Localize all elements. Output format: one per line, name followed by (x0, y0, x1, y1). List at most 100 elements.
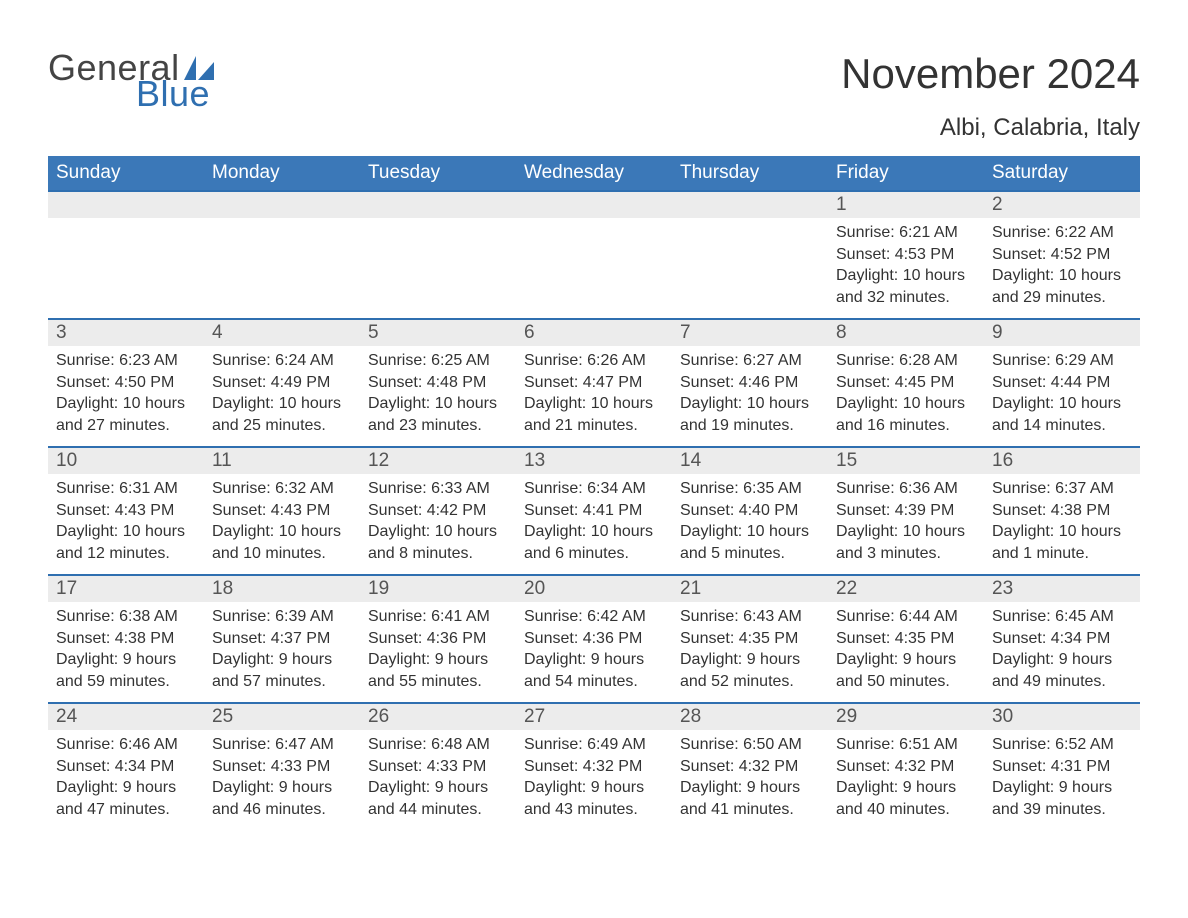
calendar-day: 2Sunrise: 6:22 AMSunset: 4:52 PMDaylight… (984, 190, 1140, 318)
day-day1: Daylight: 10 hours (680, 393, 820, 415)
day-sunset: Sunset: 4:35 PM (836, 628, 976, 650)
day-day2: and 21 minutes. (524, 415, 664, 437)
day-number: 8 (828, 318, 984, 346)
day-number-bar (48, 190, 204, 218)
day-number: 16 (984, 446, 1140, 474)
day-number: 10 (48, 446, 204, 474)
day-sunset: Sunset: 4:44 PM (992, 372, 1132, 394)
day-sunrise: Sunrise: 6:25 AM (368, 350, 508, 372)
calendar-day: 9Sunrise: 6:29 AMSunset: 4:44 PMDaylight… (984, 318, 1140, 446)
calendar-week: 24Sunrise: 6:46 AMSunset: 4:34 PMDayligh… (48, 702, 1140, 830)
day-day2: and 41 minutes. (680, 799, 820, 821)
calendar-day: 10Sunrise: 6:31 AMSunset: 4:43 PMDayligh… (48, 446, 204, 574)
day-day2: and 5 minutes. (680, 543, 820, 565)
day-sunset: Sunset: 4:32 PM (836, 756, 976, 778)
day-number: 3 (48, 318, 204, 346)
day-day1: Daylight: 9 hours (680, 649, 820, 671)
day-details: Sunrise: 6:34 AMSunset: 4:41 PMDaylight:… (516, 474, 672, 572)
day-day1: Daylight: 10 hours (680, 521, 820, 543)
day-sunset: Sunset: 4:42 PM (368, 500, 508, 522)
day-day1: Daylight: 9 hours (212, 649, 352, 671)
day-sunrise: Sunrise: 6:42 AM (524, 606, 664, 628)
day-details: Sunrise: 6:32 AMSunset: 4:43 PMDaylight:… (204, 474, 360, 572)
day-details: Sunrise: 6:38 AMSunset: 4:38 PMDaylight:… (48, 602, 204, 700)
day-details: Sunrise: 6:45 AMSunset: 4:34 PMDaylight:… (984, 602, 1140, 700)
day-details: Sunrise: 6:24 AMSunset: 4:49 PMDaylight:… (204, 346, 360, 444)
calendar-empty (672, 190, 828, 318)
day-day2: and 6 minutes. (524, 543, 664, 565)
day-details: Sunrise: 6:26 AMSunset: 4:47 PMDaylight:… (516, 346, 672, 444)
day-number: 13 (516, 446, 672, 474)
day-day1: Daylight: 10 hours (368, 393, 508, 415)
calendar-week: 17Sunrise: 6:38 AMSunset: 4:38 PMDayligh… (48, 574, 1140, 702)
calendar-day: 19Sunrise: 6:41 AMSunset: 4:36 PMDayligh… (360, 574, 516, 702)
day-number: 25 (204, 702, 360, 730)
day-day1: Daylight: 10 hours (836, 265, 976, 287)
day-day1: Daylight: 9 hours (992, 777, 1132, 799)
day-number-bar (204, 190, 360, 218)
day-sunrise: Sunrise: 6:24 AM (212, 350, 352, 372)
calendar-day: 27Sunrise: 6:49 AMSunset: 4:32 PMDayligh… (516, 702, 672, 830)
day-sunset: Sunset: 4:43 PM (56, 500, 196, 522)
calendar-day: 18Sunrise: 6:39 AMSunset: 4:37 PMDayligh… (204, 574, 360, 702)
day-details: Sunrise: 6:36 AMSunset: 4:39 PMDaylight:… (828, 474, 984, 572)
day-sunset: Sunset: 4:33 PM (212, 756, 352, 778)
day-details: Sunrise: 6:39 AMSunset: 4:37 PMDaylight:… (204, 602, 360, 700)
day-sunrise: Sunrise: 6:26 AM (524, 350, 664, 372)
day-day1: Daylight: 10 hours (992, 265, 1132, 287)
calendar-day: 26Sunrise: 6:48 AMSunset: 4:33 PMDayligh… (360, 702, 516, 830)
brand-word2: Blue (136, 76, 214, 112)
day-day1: Daylight: 9 hours (368, 649, 508, 671)
day-details: Sunrise: 6:42 AMSunset: 4:36 PMDaylight:… (516, 602, 672, 700)
calendar-day: 1Sunrise: 6:21 AMSunset: 4:53 PMDaylight… (828, 190, 984, 318)
day-day1: Daylight: 9 hours (836, 649, 976, 671)
calendar-week: 3Sunrise: 6:23 AMSunset: 4:50 PMDaylight… (48, 318, 1140, 446)
day-sunset: Sunset: 4:45 PM (836, 372, 976, 394)
day-day2: and 29 minutes. (992, 287, 1132, 309)
day-number: 7 (672, 318, 828, 346)
day-day1: Daylight: 10 hours (524, 521, 664, 543)
day-number: 5 (360, 318, 516, 346)
calendar-day: 23Sunrise: 6:45 AMSunset: 4:34 PMDayligh… (984, 574, 1140, 702)
location-label: Albi, Calabria, Italy (841, 114, 1140, 142)
day-day1: Daylight: 9 hours (680, 777, 820, 799)
calendar-empty (48, 190, 204, 318)
day-sunrise: Sunrise: 6:23 AM (56, 350, 196, 372)
day-sunrise: Sunrise: 6:44 AM (836, 606, 976, 628)
day-details: Sunrise: 6:23 AMSunset: 4:50 PMDaylight:… (48, 346, 204, 444)
day-day2: and 43 minutes. (524, 799, 664, 821)
day-sunrise: Sunrise: 6:21 AM (836, 222, 976, 244)
day-sunset: Sunset: 4:48 PM (368, 372, 508, 394)
calendar-day: 13Sunrise: 6:34 AMSunset: 4:41 PMDayligh… (516, 446, 672, 574)
calendar-day: 4Sunrise: 6:24 AMSunset: 4:49 PMDaylight… (204, 318, 360, 446)
day-sunset: Sunset: 4:49 PM (212, 372, 352, 394)
day-day1: Daylight: 9 hours (524, 777, 664, 799)
day-details: Sunrise: 6:31 AMSunset: 4:43 PMDaylight:… (48, 474, 204, 572)
day-details: Sunrise: 6:21 AMSunset: 4:53 PMDaylight:… (828, 218, 984, 316)
day-number: 1 (828, 190, 984, 218)
day-day1: Daylight: 10 hours (212, 521, 352, 543)
day-sunset: Sunset: 4:40 PM (680, 500, 820, 522)
day-day1: Daylight: 10 hours (56, 521, 196, 543)
calendar-day: 25Sunrise: 6:47 AMSunset: 4:33 PMDayligh… (204, 702, 360, 830)
day-sunrise: Sunrise: 6:36 AM (836, 478, 976, 500)
day-details: Sunrise: 6:27 AMSunset: 4:46 PMDaylight:… (672, 346, 828, 444)
day-details: Sunrise: 6:48 AMSunset: 4:33 PMDaylight:… (360, 730, 516, 828)
day-sunrise: Sunrise: 6:46 AM (56, 734, 196, 756)
day-sunset: Sunset: 4:34 PM (992, 628, 1132, 650)
day-sunrise: Sunrise: 6:52 AM (992, 734, 1132, 756)
day-day1: Daylight: 9 hours (56, 777, 196, 799)
day-sunrise: Sunrise: 6:43 AM (680, 606, 820, 628)
day-day2: and 23 minutes. (368, 415, 508, 437)
day-day1: Daylight: 10 hours (992, 393, 1132, 415)
day-number: 11 (204, 446, 360, 474)
day-day1: Daylight: 10 hours (212, 393, 352, 415)
day-sunset: Sunset: 4:32 PM (524, 756, 664, 778)
day-sunset: Sunset: 4:35 PM (680, 628, 820, 650)
day-details: Sunrise: 6:52 AMSunset: 4:31 PMDaylight:… (984, 730, 1140, 828)
calendar-day: 24Sunrise: 6:46 AMSunset: 4:34 PMDayligh… (48, 702, 204, 830)
day-day2: and 12 minutes. (56, 543, 196, 565)
day-day2: and 47 minutes. (56, 799, 196, 821)
calendar-day: 16Sunrise: 6:37 AMSunset: 4:38 PMDayligh… (984, 446, 1140, 574)
calendar-day: 5 Sunrise: 6:25 AMSunset: 4:48 PMDaylight… (360, 318, 516, 446)
